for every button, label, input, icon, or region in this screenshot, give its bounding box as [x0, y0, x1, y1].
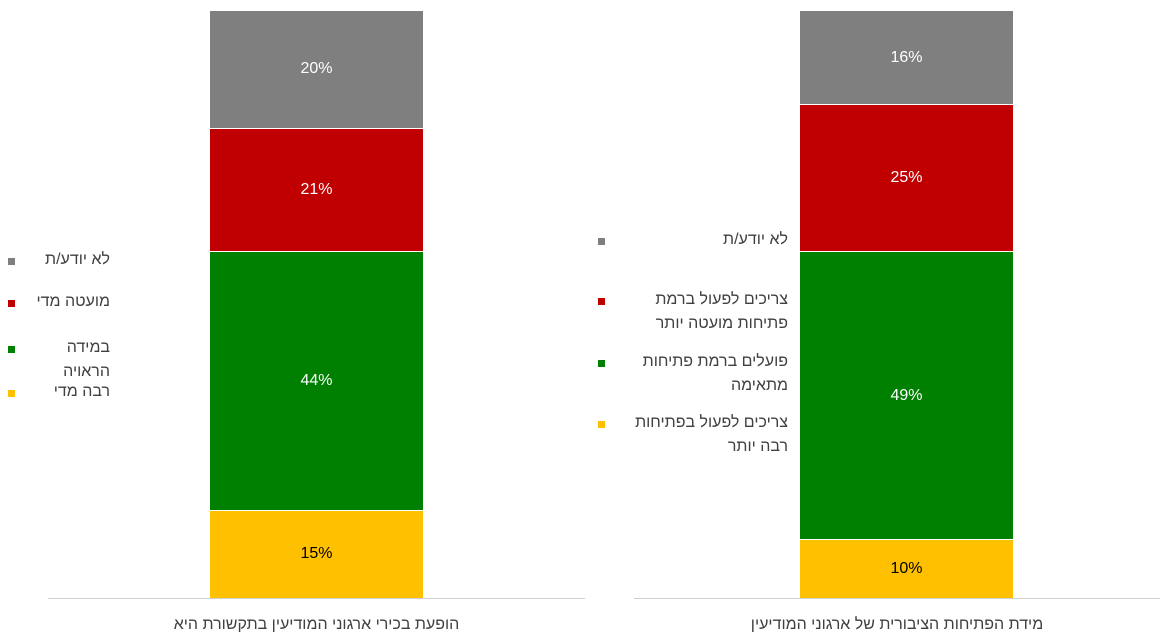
x-axis [48, 598, 585, 599]
data-label: 15% [300, 545, 333, 563]
x-axis [634, 598, 1160, 599]
x-tick-label: הופעת בכירי ארגוני המודיעין בתקשורת היא [173, 616, 460, 633]
data-label: 21% [300, 180, 333, 198]
bar-segment: 15% [210, 509, 423, 598]
legend-swatch [598, 298, 605, 305]
legend-swatch [8, 258, 15, 265]
bar-segment: 49% [800, 251, 1013, 540]
data-label: 10% [890, 560, 923, 578]
bar-segment: 21% [210, 127, 423, 252]
bar-segment: 20% [210, 10, 423, 128]
legend-item: רבה מדי [8, 383, 110, 404]
bar-segment: 16% [800, 10, 1013, 105]
legend-label: פועלים ברמת פתיחות מתאימה [642, 353, 788, 394]
data-label: 16% [890, 48, 923, 66]
legend-item: לא יודע/ת [598, 231, 788, 252]
legend-item: לא יודע/ת [8, 251, 110, 272]
legend-label: צריכים לפעול בפתיחות רבה יותר [635, 414, 788, 455]
bar-segment: 10% [800, 539, 1013, 598]
legend-swatch [598, 421, 605, 428]
legend-swatch [8, 346, 15, 353]
legend-label: במידה הראויה [63, 339, 110, 380]
x-tick-label: מידת הפתיחות הציבורית של ארגוני המודיעין [750, 616, 1044, 633]
data-label: 25% [890, 169, 923, 187]
legend-label: מועטה מדי [36, 293, 110, 310]
legend-item: במידה הראויה [8, 339, 110, 384]
data-label: 49% [890, 386, 923, 404]
legend-label: רבה מדי [53, 383, 110, 400]
legend-swatch [598, 360, 605, 367]
legend-item: צריכים לפעול בפתיחות רבה יותר [598, 414, 788, 459]
legend-swatch [8, 300, 15, 307]
bar-segment: 25% [800, 104, 1013, 252]
bar-segment: 44% [210, 251, 423, 510]
legend-item: פועלים ברמת פתיחות מתאימה [598, 353, 788, 398]
legend-item: צריכים לפעול ברמת פתיחות מועטה יותר [598, 291, 788, 336]
legend-label: צריכים לפעול ברמת פתיחות מועטה יותר [655, 291, 788, 332]
legend-label: לא יודע/ת [45, 251, 110, 268]
legend-label: לא יודע/ת [723, 231, 788, 248]
legend-swatch [598, 238, 605, 245]
data-label: 20% [300, 60, 333, 78]
legend-item: מועטה מדי [8, 293, 110, 314]
legend-swatch [8, 390, 15, 397]
data-label: 44% [300, 371, 333, 389]
